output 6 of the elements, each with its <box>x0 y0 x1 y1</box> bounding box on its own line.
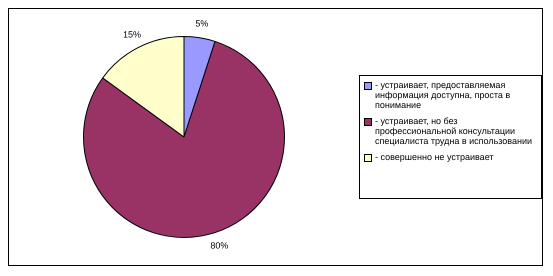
legend-label: - устраивает, но без профессиональной консультации специалиста трудна в использовании <box>375 116 533 146</box>
data-label: 80% <box>210 240 228 250</box>
data-label: 5% <box>195 18 208 28</box>
legend-label: - устраивает, предоставляемая информация доступна, проста в понимание <box>375 80 512 110</box>
legend-label: - совершенно не устраивает <box>375 152 494 162</box>
data-label: 15% <box>123 29 142 40</box>
